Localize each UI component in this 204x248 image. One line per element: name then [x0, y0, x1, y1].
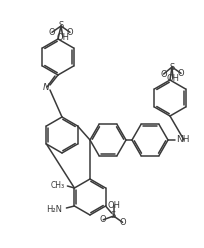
Text: OH: OH — [107, 201, 120, 211]
Text: S: S — [111, 212, 116, 220]
Text: CH₃: CH₃ — [50, 182, 64, 190]
Text: O: O — [67, 28, 73, 37]
Text: N: N — [43, 84, 49, 93]
Text: OH: OH — [166, 74, 180, 84]
Text: S: S — [58, 22, 64, 31]
Text: O: O — [100, 215, 106, 224]
Text: OH: OH — [57, 33, 69, 42]
Text: H₂N: H₂N — [47, 205, 62, 214]
Text: O: O — [178, 69, 184, 78]
Text: O: O — [49, 28, 55, 37]
Text: S: S — [169, 62, 175, 71]
Text: O: O — [119, 218, 126, 227]
Text: O: O — [160, 70, 167, 79]
Text: NH: NH — [176, 135, 190, 145]
